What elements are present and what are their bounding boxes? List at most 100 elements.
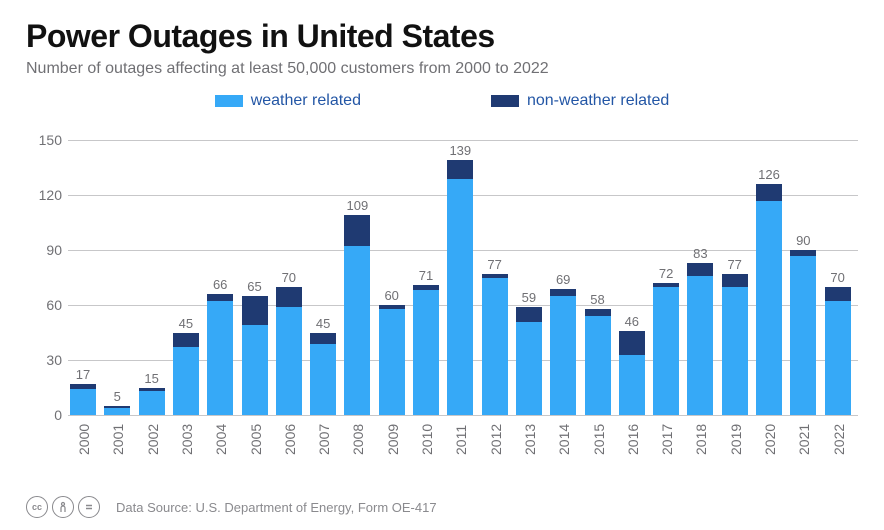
x-tick-label: 2004 xyxy=(213,424,229,455)
bar-segment-nonweather xyxy=(379,305,405,309)
bar-value-label: 70 xyxy=(269,270,309,287)
x-tick-label: 2017 xyxy=(659,424,675,455)
x-tick-label: 2016 xyxy=(625,424,641,455)
bar-segment-weather xyxy=(516,322,542,416)
bar-value-label: 58 xyxy=(578,292,618,309)
bar-segment-nonweather xyxy=(722,274,748,287)
plot: 0306090120150172000520011520024520036620… xyxy=(68,140,858,415)
x-tick-label: 2009 xyxy=(385,424,401,455)
x-tick-label: 2002 xyxy=(145,424,161,455)
chart-area: 0306090120150172000520011520024520036620… xyxy=(26,130,858,450)
bar-value-label: 72 xyxy=(646,266,686,283)
bar-segment-weather xyxy=(825,301,851,415)
bar-segment-weather xyxy=(207,301,233,415)
bar-segment-nonweather xyxy=(242,296,268,325)
legend-swatch-nonweather xyxy=(491,95,519,107)
bar-value-label: 17 xyxy=(63,367,103,384)
bar-segment-weather xyxy=(722,287,748,415)
bar-value-label: 59 xyxy=(509,290,549,307)
bar-segment-weather xyxy=(139,391,165,415)
bar-value-label: 77 xyxy=(475,257,515,274)
bar-value-label: 45 xyxy=(166,316,206,333)
y-tick-label: 60 xyxy=(26,297,62,313)
bar-segment-weather xyxy=(344,246,370,415)
x-tick-label: 2011 xyxy=(453,425,469,455)
bar-segment-weather xyxy=(790,256,816,416)
gridline xyxy=(68,140,858,141)
bar-segment-nonweather xyxy=(276,287,302,307)
bar-value-label: 90 xyxy=(783,233,823,250)
bar-value-label: 77 xyxy=(715,257,755,274)
bar-value-label: 69 xyxy=(543,272,583,289)
x-tick-label: 2003 xyxy=(179,424,195,455)
bar-segment-nonweather xyxy=(790,250,816,256)
bar-value-label: 46 xyxy=(612,314,652,331)
x-tick-label: 2005 xyxy=(248,424,264,455)
x-tick-label: 2019 xyxy=(728,424,744,455)
bar-segment-weather xyxy=(413,290,439,415)
bar-segment-nonweather xyxy=(550,289,576,296)
cc-icons: cc xyxy=(26,496,100,518)
by-icon xyxy=(52,496,74,518)
bar-value-label: 139 xyxy=(440,143,480,160)
gridline xyxy=(68,415,858,416)
bar-segment-weather xyxy=(242,325,268,415)
bar-segment-nonweather xyxy=(825,287,851,302)
x-tick-label: 2013 xyxy=(522,424,538,455)
y-tick-label: 30 xyxy=(26,352,62,368)
bar-segment-weather xyxy=(379,309,405,415)
bar-segment-weather xyxy=(104,408,130,415)
bar-segment-weather xyxy=(585,316,611,415)
bar-value-label: 5 xyxy=(97,389,137,406)
bar-segment-nonweather xyxy=(344,215,370,246)
bar-segment-nonweather xyxy=(310,333,336,344)
footer: cc Data Source: U.S. Department of Energ… xyxy=(26,496,437,518)
bar-value-label: 45 xyxy=(303,316,343,333)
subtitle: Number of outages affecting at least 50,… xyxy=(26,60,549,78)
x-tick-label: 2014 xyxy=(556,424,572,455)
bar-value-label: 15 xyxy=(132,371,172,388)
bar-segment-nonweather xyxy=(413,285,439,291)
bar-value-label: 109 xyxy=(337,198,377,215)
bar-segment-nonweather xyxy=(687,263,713,276)
x-tick-label: 2022 xyxy=(831,424,847,455)
bar-segment-nonweather xyxy=(482,274,508,278)
bar-segment-nonweather xyxy=(619,331,645,355)
bar-segment-nonweather xyxy=(585,309,611,316)
bar-segment-nonweather xyxy=(207,294,233,301)
bar-segment-nonweather xyxy=(139,388,165,392)
bar-value-label: 71 xyxy=(406,268,446,285)
bar-segment-weather xyxy=(173,347,199,415)
bar-segment-nonweather xyxy=(104,406,130,408)
bar-segment-weather xyxy=(310,344,336,416)
x-tick-label: 2007 xyxy=(316,424,332,455)
bar-segment-weather xyxy=(653,287,679,415)
bar-segment-weather xyxy=(619,355,645,416)
bar-segment-weather xyxy=(687,276,713,415)
y-tick-label: 150 xyxy=(26,132,62,148)
bar-segment-weather xyxy=(482,278,508,416)
legend-item-weather: weather related xyxy=(215,92,361,110)
bar-value-label: 126 xyxy=(749,167,789,184)
bar-segment-weather xyxy=(70,389,96,415)
bar-segment-nonweather xyxy=(173,333,199,348)
bar-value-label: 60 xyxy=(372,288,412,305)
legend-item-nonweather: non-weather related xyxy=(491,92,669,110)
y-tick-label: 90 xyxy=(26,242,62,258)
x-tick-label: 2012 xyxy=(488,424,504,455)
x-tick-label: 2018 xyxy=(693,424,709,455)
bar-segment-nonweather xyxy=(516,307,542,322)
title: Power Outages in United States xyxy=(26,18,495,55)
legend-label-weather: weather related xyxy=(251,92,361,110)
x-tick-label: 2006 xyxy=(282,424,298,455)
bar-segment-nonweather xyxy=(70,384,96,390)
x-tick-label: 2001 xyxy=(110,424,126,455)
bar-segment-weather xyxy=(756,201,782,416)
bar-value-label: 70 xyxy=(818,270,858,287)
x-tick-label: 2020 xyxy=(762,424,778,455)
bar-segment-weather xyxy=(447,179,473,416)
y-tick-label: 120 xyxy=(26,187,62,203)
cc-icon: cc xyxy=(26,496,48,518)
legend-label-nonweather: non-weather related xyxy=(527,92,669,110)
legend-swatch-weather xyxy=(215,95,243,107)
